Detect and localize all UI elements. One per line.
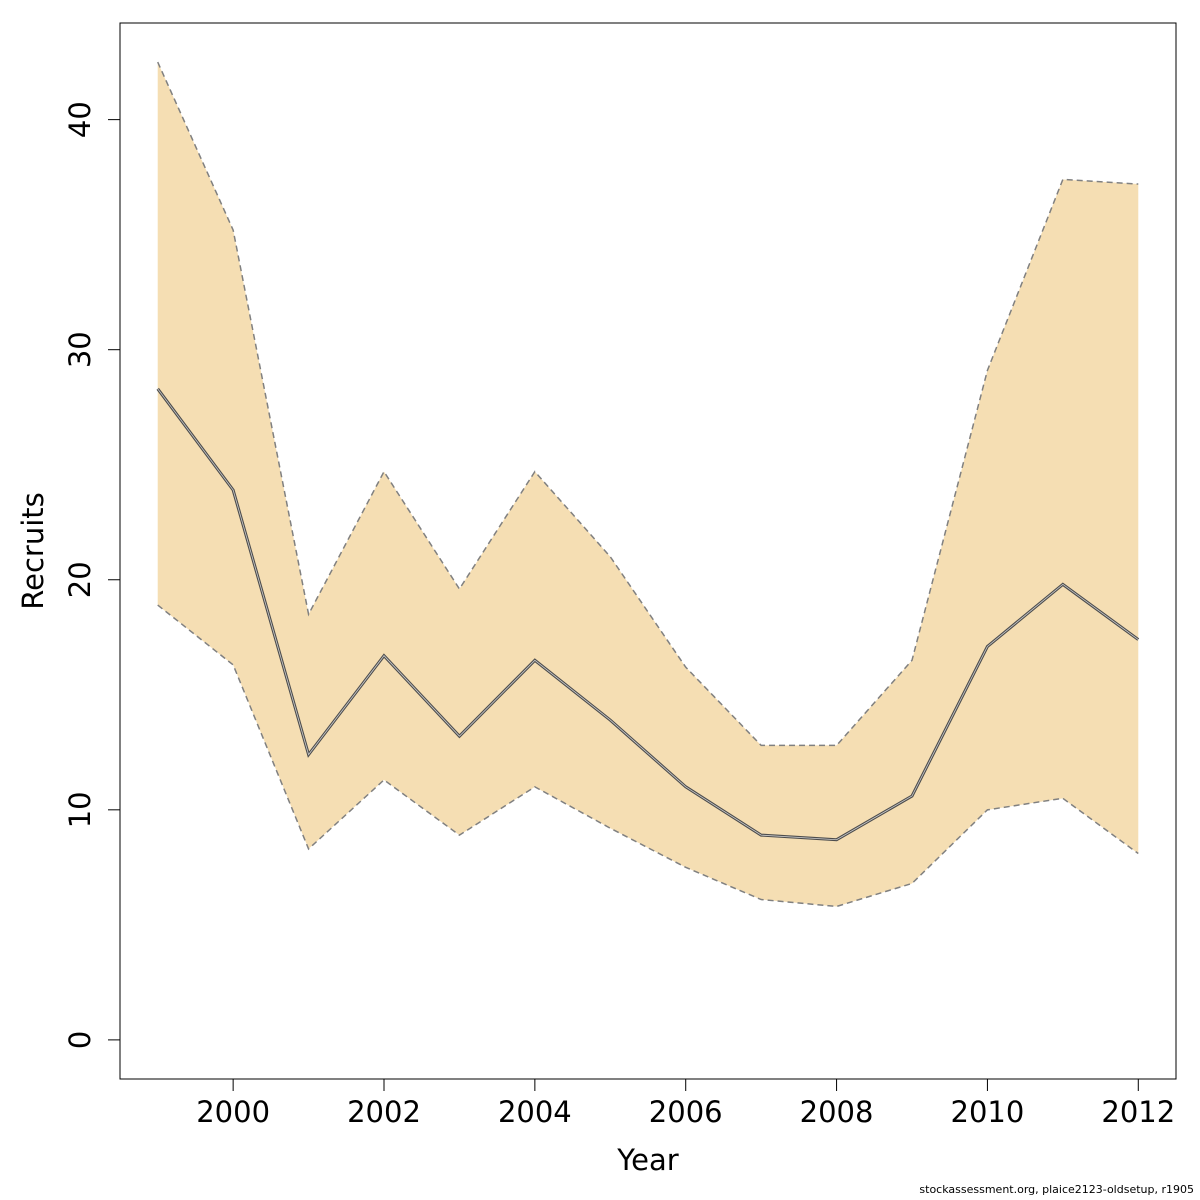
y-tick-label: 40 — [63, 101, 97, 138]
plot-frame — [119, 22, 1177, 1080]
y-axis: 0 10 20 30 40 — [63, 101, 120, 1049]
series-line-layer — [156, 61, 1140, 908]
y-tick-label: 10 — [63, 791, 97, 828]
y-tick-label: 0 — [63, 1031, 97, 1049]
upper-bound-line — [157, 61, 1139, 747]
x-tick-label: 2002 — [347, 1095, 421, 1129]
x-tick-label: 2000 — [196, 1095, 270, 1129]
confidence-band — [157, 62, 1139, 907]
confidence-band-layer — [157, 62, 1139, 907]
x-tick-label: 2010 — [951, 1095, 1025, 1129]
x-tick-label: 2004 — [498, 1095, 572, 1129]
y-axis-title: Recruits — [16, 492, 50, 609]
x-tick-label: 2008 — [800, 1095, 874, 1129]
estimate-line-core — [157, 388, 1139, 841]
x-tick-label: 2006 — [649, 1095, 723, 1129]
x-tick-label: 2012 — [1101, 1095, 1175, 1129]
lower-bound-line — [157, 604, 1139, 908]
x-axis-title: Year — [616, 1143, 678, 1177]
y-tick-label: 30 — [63, 331, 97, 368]
footer-note: stockassessment.org, plaice2123-oldsetup… — [919, 1183, 1194, 1196]
x-axis: 2000 2002 2004 2006 2008 2010 2012 — [196, 1079, 1175, 1129]
y-tick-label: 20 — [63, 561, 97, 598]
